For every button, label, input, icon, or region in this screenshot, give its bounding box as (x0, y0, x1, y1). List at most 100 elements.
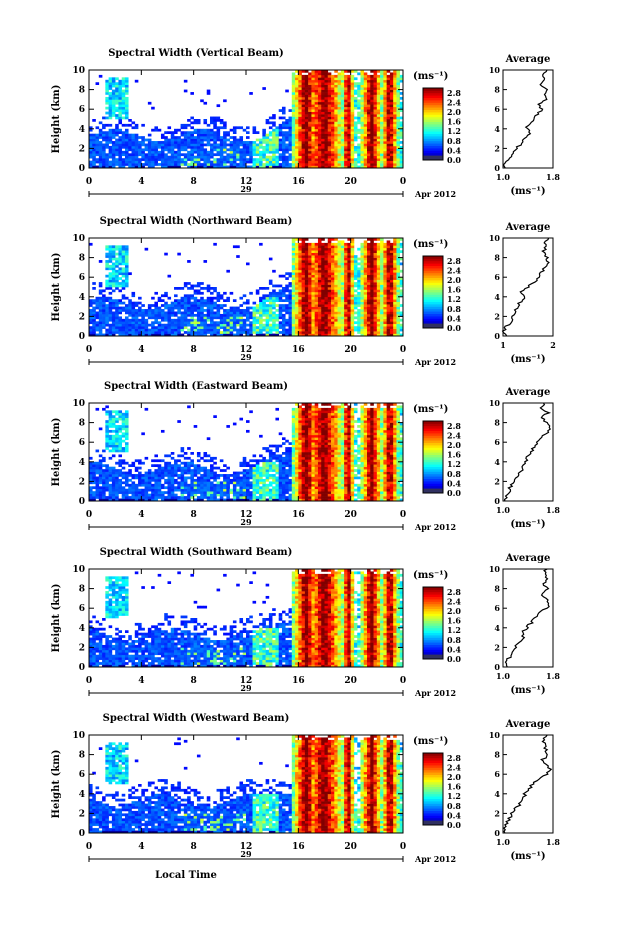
heatmap-cell (167, 311, 172, 315)
heatmap-cell (370, 301, 374, 305)
heatmap-cell (187, 119, 191, 122)
heatmap-cell (115, 306, 119, 310)
heatmap-cell (380, 328, 384, 332)
heatmap-cell (291, 111, 296, 115)
heatmap-cell (380, 299, 384, 302)
heatmap-cell (242, 165, 247, 169)
heatmap-cell (308, 160, 312, 164)
avg-y-tick-label: 8 (494, 253, 500, 263)
heatmap-cell (151, 309, 155, 312)
heatmap-cell (308, 301, 312, 305)
heatmap-cell (373, 267, 378, 271)
heatmap-cell (301, 128, 306, 132)
heatmap-cell (367, 299, 371, 302)
heatmap-cell (340, 87, 345, 90)
colorbar-step (423, 116, 443, 120)
heatmap-cell (304, 291, 309, 295)
heatmap-cell (389, 111, 394, 115)
heatmap-cell (278, 123, 283, 127)
heatmap-cell (370, 313, 374, 317)
heatmap-cell (285, 296, 289, 300)
heatmap-cell (383, 72, 387, 76)
heatmap-cell (321, 289, 325, 293)
heatmap-cell (321, 165, 325, 169)
heatmap-cell (295, 87, 299, 90)
heatmap-cell (298, 306, 302, 310)
heatmap-cell (383, 150, 387, 154)
heatmap-cell (200, 282, 204, 285)
heatmap-cell (357, 304, 361, 307)
heatmap-cell (347, 294, 351, 298)
heatmap-cell (353, 133, 358, 137)
heatmap-cell (396, 294, 401, 298)
heatmap-cell (380, 250, 384, 253)
heatmap-cell (393, 99, 397, 103)
heatmap-cell (337, 111, 342, 115)
average-frame (502, 237, 554, 337)
heatmap-cell (389, 260, 394, 263)
heatmap-cell (95, 160, 100, 164)
heatmap-cell (389, 289, 394, 293)
heatmap-cell (98, 461, 103, 465)
heatmap-cell (118, 96, 123, 100)
heatmap-cell (331, 141, 335, 144)
heatmap-cell (144, 138, 149, 142)
heatmap-cell (134, 136, 139, 139)
heatmap-cell (383, 294, 387, 298)
heatmap-cell (399, 158, 404, 161)
heatmap-cell (291, 163, 296, 166)
heatmap-cell (353, 321, 358, 325)
heatmap-cell (164, 153, 168, 157)
heatmap-cell (262, 318, 266, 322)
heatmap-cell (376, 138, 381, 142)
heatmap-cell (183, 311, 188, 315)
heatmap-cell (376, 158, 381, 161)
heatmap-cell (373, 299, 378, 302)
heatmap-cell (131, 165, 136, 169)
heatmap-cell (105, 255, 109, 258)
heatmap-cell (370, 99, 374, 103)
heatmap-cell (170, 333, 175, 337)
heatmap-cells (89, 403, 404, 502)
heatmap-cell (301, 238, 306, 241)
heatmap-cell (367, 260, 371, 263)
heatmap-cell (337, 94, 342, 98)
heatmap-cell (317, 123, 322, 127)
heatmap-cell (357, 119, 361, 122)
heatmap-cell (200, 128, 204, 132)
heatmap-cell (304, 245, 309, 249)
heatmap-cell (187, 306, 191, 310)
heatmap-cell (144, 313, 149, 317)
heatmap-cell (196, 311, 201, 315)
heatmap-cell (255, 163, 260, 166)
heatmap-cell (111, 148, 116, 152)
avg-x-tick-label: 1 (500, 340, 506, 350)
heatmap-cell (288, 163, 293, 166)
heatmap-cell (131, 121, 136, 125)
heatmap-cell (301, 92, 306, 95)
heatmap-cell (138, 145, 142, 149)
heatmap-cell (174, 150, 178, 154)
heatmap-cell (363, 255, 368, 258)
heatmap-cell (183, 313, 188, 317)
heatmap-cell (317, 160, 322, 164)
heatmap-cell (337, 89, 342, 93)
heatmap-cell (124, 109, 129, 112)
colorbar-tick-label: 0.0 (447, 323, 461, 333)
heatmap-cell (324, 296, 329, 300)
heatmap-cell (111, 264, 116, 268)
heatmap-cell (246, 150, 250, 154)
heatmap-cell (89, 471, 93, 475)
heatmap-cell (236, 316, 240, 320)
heatmap-cell (236, 311, 240, 315)
heatmap-cell (124, 101, 129, 105)
heatmap-cell (376, 304, 381, 307)
heatmap-cell (324, 123, 329, 127)
heatmap-cell (272, 158, 276, 161)
heatmap-cell (308, 109, 312, 112)
heatmap-cell (108, 498, 113, 502)
heatmap-cell (373, 316, 378, 320)
heatmap-cell (92, 309, 96, 312)
heatmap-cell (386, 316, 391, 320)
heatmap-cell (298, 104, 302, 108)
